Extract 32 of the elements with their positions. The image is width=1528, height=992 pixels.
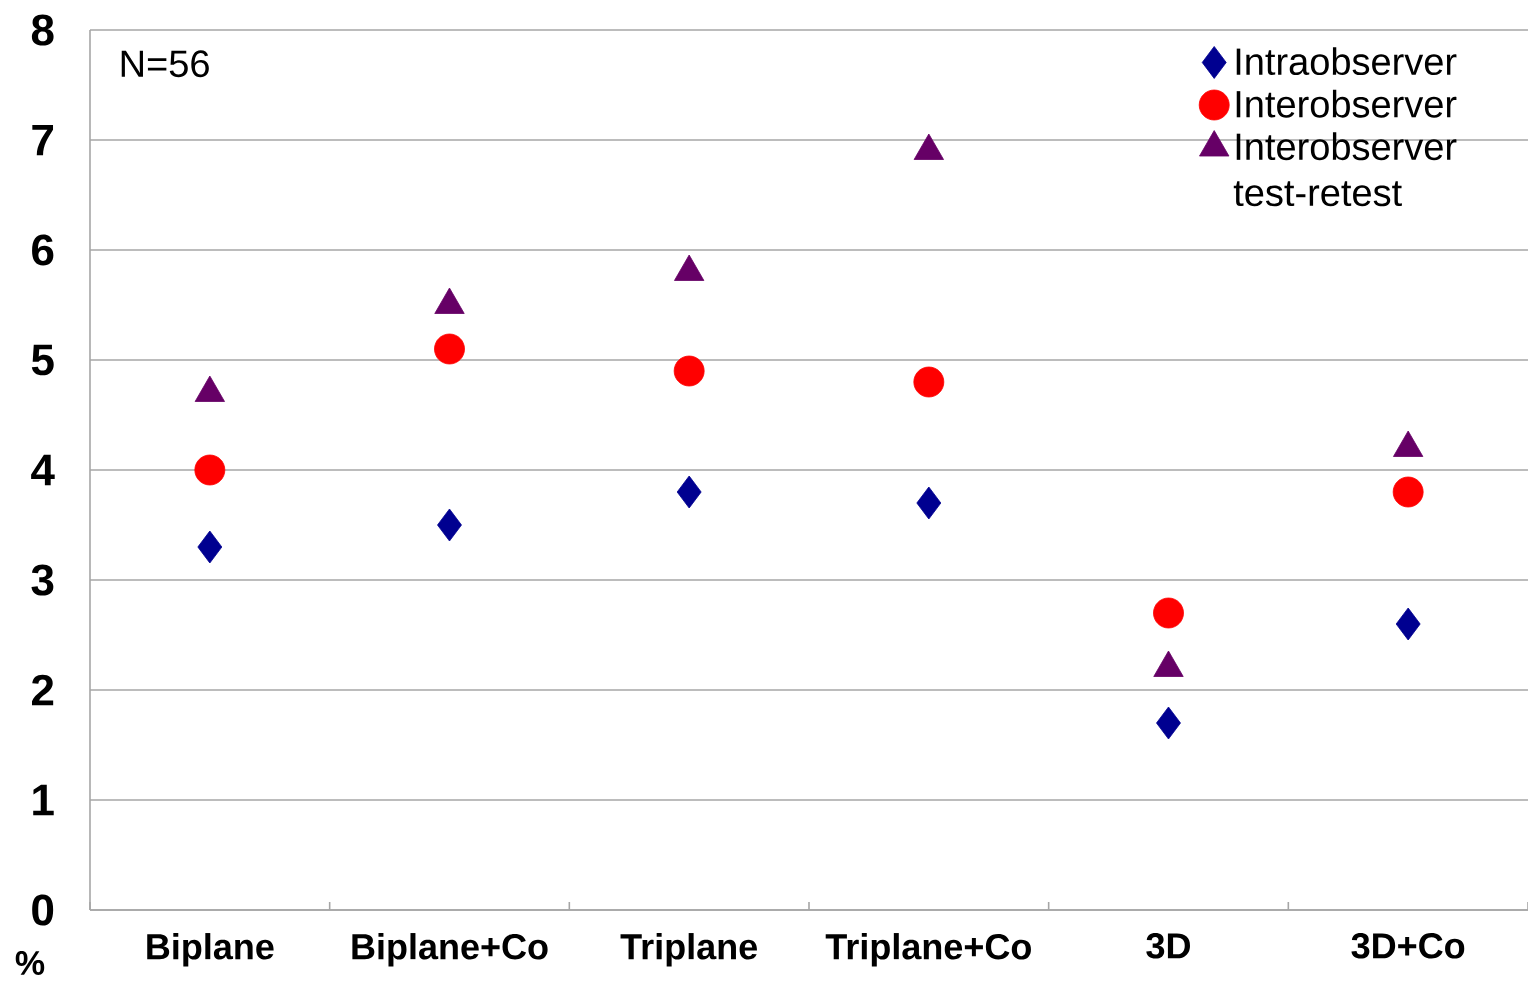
x-tick-label: Triplane+Co — [825, 933, 1031, 967]
x-tick-label: 3D — [1146, 933, 1190, 959]
x-tick-label: Triplane — [620, 933, 757, 967]
point — [916, 486, 942, 520]
point — [437, 508, 462, 542]
point — [434, 333, 465, 365]
point — [673, 355, 705, 387]
x-tick-label: Biplane — [147, 933, 274, 967]
legend-label: Interobserver test-retest — [1233, 132, 1457, 207]
y-tick-label: 8 — [31, 14, 54, 46]
y-tick-label: 7 — [32, 124, 54, 156]
y-tick-label: 0 — [32, 894, 54, 926]
point — [197, 530, 223, 564]
legend-label: Intraobserver — [1236, 47, 1457, 76]
y-tick-label: 6 — [32, 234, 54, 266]
y-tick-label: 5 — [31, 344, 54, 376]
point — [1156, 706, 1181, 740]
point — [1392, 476, 1424, 508]
annotation: N=56 — [121, 50, 209, 78]
legend-label: Interobserver — [1236, 89, 1457, 118]
point — [1395, 607, 1421, 641]
x-tick-label: Biplane+Co — [352, 933, 548, 967]
y-tick-label: 2 — [32, 674, 54, 706]
y-tick-label: 3 — [31, 564, 54, 596]
point — [1153, 597, 1184, 629]
point — [913, 366, 945, 398]
y-tick-label: 4 — [31, 454, 55, 486]
y-axis-title: % — [15, 951, 45, 975]
point — [194, 454, 226, 486]
x-tick-label: 3D+Co — [1351, 933, 1465, 959]
y-tick-label: 1 — [33, 784, 54, 816]
point — [676, 475, 702, 509]
